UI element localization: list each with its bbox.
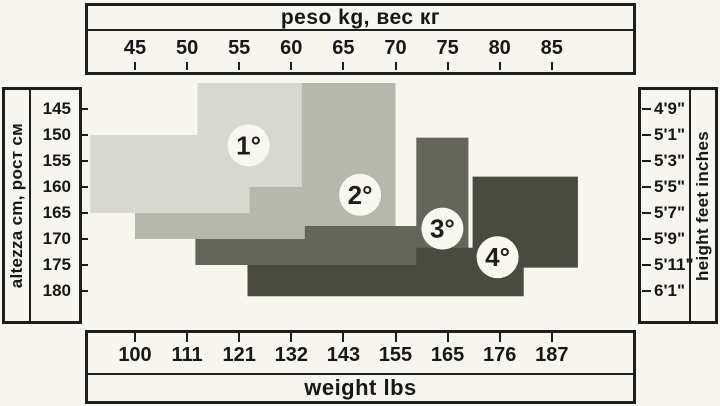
axis-tick-label: 180 [42, 281, 71, 300]
axis-tick-label: 111 [171, 344, 203, 366]
axis-tick-mark [186, 62, 189, 70]
axis-tick-mark [642, 212, 651, 214]
axis-tick-label: 75 [436, 37, 459, 59]
left-axis-label: altezza cm, рост см [7, 122, 26, 289]
size-region-badge-3: 3° [421, 207, 464, 250]
axis-tick-mark [446, 62, 449, 70]
top-axis-box: peso kg, вес кг 45 50 55 60 65 70 75 80 85 [85, 3, 636, 75]
axis-tick-label: 45 [123, 37, 147, 59]
axis-tick-mark [290, 333, 293, 342]
axis-tick-label: 60 [280, 37, 303, 59]
axis-tick-label: 6'1" [654, 281, 686, 300]
axis-tick-mark [498, 333, 501, 342]
top-axis-tick-row: 45 50 55 60 65 70 75 80 85 [88, 31, 633, 70]
axis-tick-label: 100 [118, 344, 152, 366]
axis-tick-mark [394, 62, 397, 70]
right-axis-tick-column: 4'9" 5'1" 5'3" 5'5" 5'7" 5'9" 5'11" 6'1" [641, 90, 694, 321]
axis-tick-mark [79, 212, 88, 214]
axis-tick-label: 4'9" [654, 99, 686, 118]
axis-tick-label: 175 [42, 255, 71, 274]
axis-tick-mark [642, 238, 651, 240]
right-axis-box: 4'9" 5'1" 5'3" 5'5" 5'7" 5'9" 5'11" 6'1" height… [638, 87, 718, 324]
axis-tick-mark [79, 238, 88, 240]
axis-tick-mark [642, 134, 651, 136]
bottom-axis-title: weight lbs [88, 373, 633, 400]
axis-tick-label: 176 [483, 344, 517, 366]
axis-tick-label: 145 [42, 99, 71, 118]
axis-tick-mark [394, 333, 397, 342]
axis-tick-label: 5'9" [654, 229, 686, 248]
axis-tick-mark [498, 62, 501, 70]
axis-tick-label: 187 [535, 344, 569, 366]
badge-circle [227, 124, 270, 167]
left-axis-tick-column: 145 150 155 160 165 170 175 180 [31, 90, 88, 321]
axis-tick-label: 65 [332, 37, 355, 59]
size-region-badge-1: 1° [227, 124, 270, 167]
axis-tick-label: 155 [378, 344, 413, 366]
axis-tick-mark [550, 333, 553, 342]
axis-tick-label: 5'3" [654, 151, 686, 170]
right-axis-label: height feet inches [693, 130, 712, 281]
left-axis-box: altezza cm, рост см 145 150 155 160 165 170 17… [2, 87, 88, 324]
badge-label: 1° [236, 130, 261, 160]
axis-tick-label: 70 [384, 37, 407, 59]
axis-tick-mark [642, 160, 651, 162]
axis-tick-label: 5'1" [654, 125, 686, 144]
axis-tick-mark [238, 62, 241, 70]
axis-tick-label: 5'5" [654, 177, 686, 196]
axis-tick-label: 121 [222, 344, 256, 366]
axis-tick-mark [79, 108, 88, 110]
axis-tick-label: 5'11" [654, 255, 694, 274]
axis-tick-label: 50 [175, 37, 199, 59]
axis-tick-label: 5'7" [654, 203, 686, 222]
badge-label: 4° [485, 242, 510, 272]
badge-circle [476, 236, 519, 279]
axis-tick-mark [290, 62, 293, 70]
size-region-1 [90, 83, 302, 213]
axis-tick-mark [79, 290, 88, 292]
size-region-3 [195, 137, 469, 265]
bottom-axis-tick-row: 100 111 121 132 143 155 165 176 187 [88, 333, 633, 373]
axis-tick-label: 165 [42, 203, 71, 222]
axis-tick-mark [642, 108, 651, 110]
axis-tick-mark [642, 186, 651, 188]
axis-tick-mark [446, 333, 449, 342]
axis-tick-mark [342, 333, 345, 342]
right-axis-label-column: height feet inches [689, 90, 715, 321]
size-region-badge-4: 4° [476, 236, 519, 279]
axis-tick-mark [642, 290, 651, 292]
bottom-axis-box: 100 111 121 132 143 155 165 176 187 weight lbs [85, 330, 636, 404]
size-regions-plot: 1° 2° 3° 4° [90, 83, 578, 297]
size-region-2 [135, 83, 396, 239]
axis-tick-label: 160 [42, 177, 71, 196]
axis-tick-label: 165 [430, 344, 465, 366]
axis-tick-label: 85 [540, 37, 563, 59]
axis-tick-label: 55 [228, 37, 251, 59]
axis-tick-mark [134, 62, 136, 70]
axis-tick-mark [79, 160, 88, 162]
axis-tick-mark [342, 62, 345, 70]
axis-tick-label: 143 [326, 344, 361, 366]
badge-label: 3° [430, 214, 455, 244]
axis-tick-label: 170 [42, 229, 71, 248]
axis-tick-mark [186, 333, 189, 342]
axis-tick-label: 132 [274, 344, 308, 366]
badge-label: 2° [348, 180, 373, 210]
axis-tick-mark [238, 333, 241, 342]
axis-tick-label: 80 [488, 37, 511, 59]
axis-tick-mark [642, 264, 651, 266]
axis-tick-mark [79, 264, 88, 266]
axis-tick-mark [134, 333, 136, 342]
left-axis-label-column: altezza cm, рост см [5, 90, 31, 321]
axis-tick-mark [79, 186, 88, 188]
axis-tick-label: 150 [42, 125, 71, 144]
badge-circle [339, 173, 382, 216]
axis-tick-mark [79, 134, 88, 136]
badge-circle [421, 207, 464, 250]
axis-tick-mark [550, 62, 553, 70]
axis-tick-label: 155 [42, 151, 71, 170]
top-axis-title: peso kg, вес кг [88, 6, 633, 31]
size-region-badge-2: 2° [339, 173, 382, 216]
